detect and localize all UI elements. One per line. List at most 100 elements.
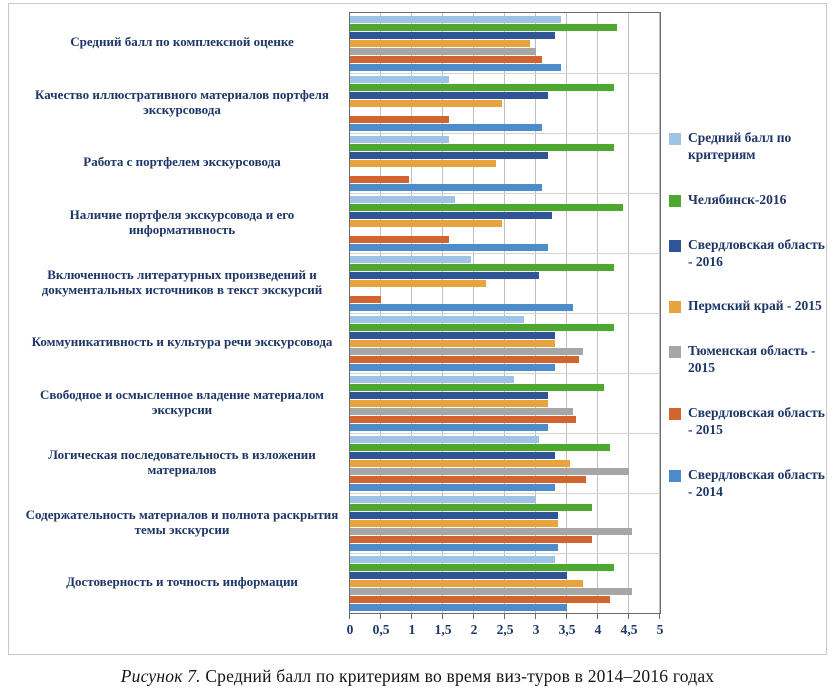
- x-tick-label: 2,5: [496, 622, 514, 637]
- legend-item: Челябинск-2016: [669, 192, 827, 209]
- bar: [350, 256, 471, 263]
- bar: [350, 496, 536, 503]
- x-tick-label: 1: [408, 622, 416, 637]
- legend-swatch: [669, 346, 681, 359]
- bar: [350, 100, 502, 107]
- bar-group: [350, 73, 660, 133]
- bar: [350, 556, 555, 563]
- bar-group: [350, 553, 660, 613]
- legend-swatch: [669, 408, 681, 420]
- bar: [350, 55, 543, 63]
- category-label: Свободное и осмысленное владение материа…: [39, 386, 325, 417]
- bar: [350, 544, 558, 551]
- bar-group: [350, 433, 660, 493]
- category-label: Включенность литературных произведений и…: [41, 266, 323, 297]
- legend-item: Пермский край - 2015: [669, 298, 827, 315]
- category-label: Работа с портфелем экскурсовода: [83, 154, 281, 170]
- bar: [350, 484, 555, 491]
- category-label: Средний балл по комплексной оценке: [70, 34, 294, 50]
- caption-text: Средний балл по критериям во время виз-т…: [205, 666, 715, 686]
- bar: [350, 604, 567, 611]
- figure-caption: Рисунок 7. Средний балл по критериям во …: [0, 666, 835, 687]
- bar: [350, 476, 586, 483]
- bar: [350, 324, 614, 331]
- bar: [350, 272, 540, 279]
- bar: [350, 528, 633, 535]
- bar: [350, 340, 555, 347]
- bar: [350, 332, 555, 339]
- bar: [350, 204, 623, 211]
- bar: [350, 23, 617, 31]
- category-axis-labels: Средний балл по комплексной оценке Качест…: [11, 12, 347, 612]
- bar: [350, 596, 611, 603]
- x-tick-label: 3: [532, 622, 540, 637]
- bar: [350, 296, 381, 303]
- legend-label: Пермский край - 2015: [688, 298, 822, 314]
- bar: [350, 244, 549, 251]
- bar: [350, 444, 611, 451]
- caption-label: Рисунок 7.: [120, 666, 201, 686]
- bar: [350, 384, 605, 391]
- bar: [350, 408, 574, 415]
- bar-group: [350, 133, 660, 193]
- bar-group: [350, 313, 660, 373]
- x-tick-label: 1,5: [434, 622, 452, 637]
- bar: [350, 92, 549, 99]
- legend-item: Свердловская область - 2014: [669, 467, 827, 501]
- bar: [350, 424, 549, 431]
- bar: [350, 580, 583, 587]
- category-label: Качество иллюстративного материалов порт…: [35, 86, 329, 117]
- x-axis-tick-labels: 0 0,5 1 1,5 2 2,5 3 3,5 4 4,5 5: [346, 622, 664, 640]
- legend-item: Свердловская область - 2015: [669, 405, 827, 439]
- legend-label: Свердловская область - 2015: [688, 405, 825, 437]
- bar: [350, 31, 555, 39]
- bar: [350, 460, 571, 467]
- category-label: Достоверность и точность информации: [66, 574, 298, 590]
- legend-swatch: [669, 133, 681, 145]
- bar: [350, 144, 614, 151]
- bar: [350, 452, 555, 459]
- bar: [350, 152, 549, 159]
- x-tick-label: 4: [594, 622, 602, 637]
- x-tick-label: 0: [346, 622, 354, 637]
- bar: [350, 63, 561, 71]
- x-axis-tick-marks: [349, 614, 661, 619]
- category-label: Коммуникативность и культура речи экскур…: [31, 334, 333, 350]
- bar: [350, 536, 592, 543]
- x-tick-label: 3,5: [558, 622, 576, 637]
- bar: [350, 356, 580, 363]
- bar: [350, 348, 583, 355]
- bar: [350, 520, 558, 527]
- bar: [350, 236, 450, 243]
- x-tick-label: 0,5: [372, 622, 390, 637]
- bar: [350, 84, 614, 91]
- legend-label: Челябинск-2016: [688, 191, 787, 207]
- bar: [350, 264, 614, 271]
- bar: [350, 220, 502, 227]
- bar: [350, 39, 530, 47]
- bar: [350, 416, 577, 423]
- bar: [350, 504, 592, 511]
- bar: [350, 468, 629, 475]
- bar: [350, 392, 549, 399]
- legend-swatch: [669, 194, 681, 207]
- bar: [350, 400, 549, 407]
- bar: [350, 304, 574, 311]
- category-label: Содержательность материалов и полнота ра…: [25, 506, 339, 537]
- legend-item: Тюменская область - 2015: [669, 343, 827, 377]
- bar: [350, 47, 536, 55]
- bar: [350, 184, 543, 191]
- bar: [350, 436, 540, 443]
- bar: [350, 116, 450, 123]
- bar-group: [350, 373, 660, 433]
- x-tick-label: 4,5: [620, 622, 638, 637]
- bar: [350, 376, 515, 383]
- legend-item: Свердловская область - 2016: [669, 237, 827, 271]
- legend-label: Средний балл по критериям: [688, 130, 792, 162]
- legend-swatch: [669, 469, 681, 482]
- bar-group: [350, 493, 660, 553]
- bar-group: [350, 253, 660, 313]
- x-tick-label: 2: [470, 622, 478, 637]
- bar: [350, 572, 567, 579]
- legend-swatch: [669, 239, 681, 252]
